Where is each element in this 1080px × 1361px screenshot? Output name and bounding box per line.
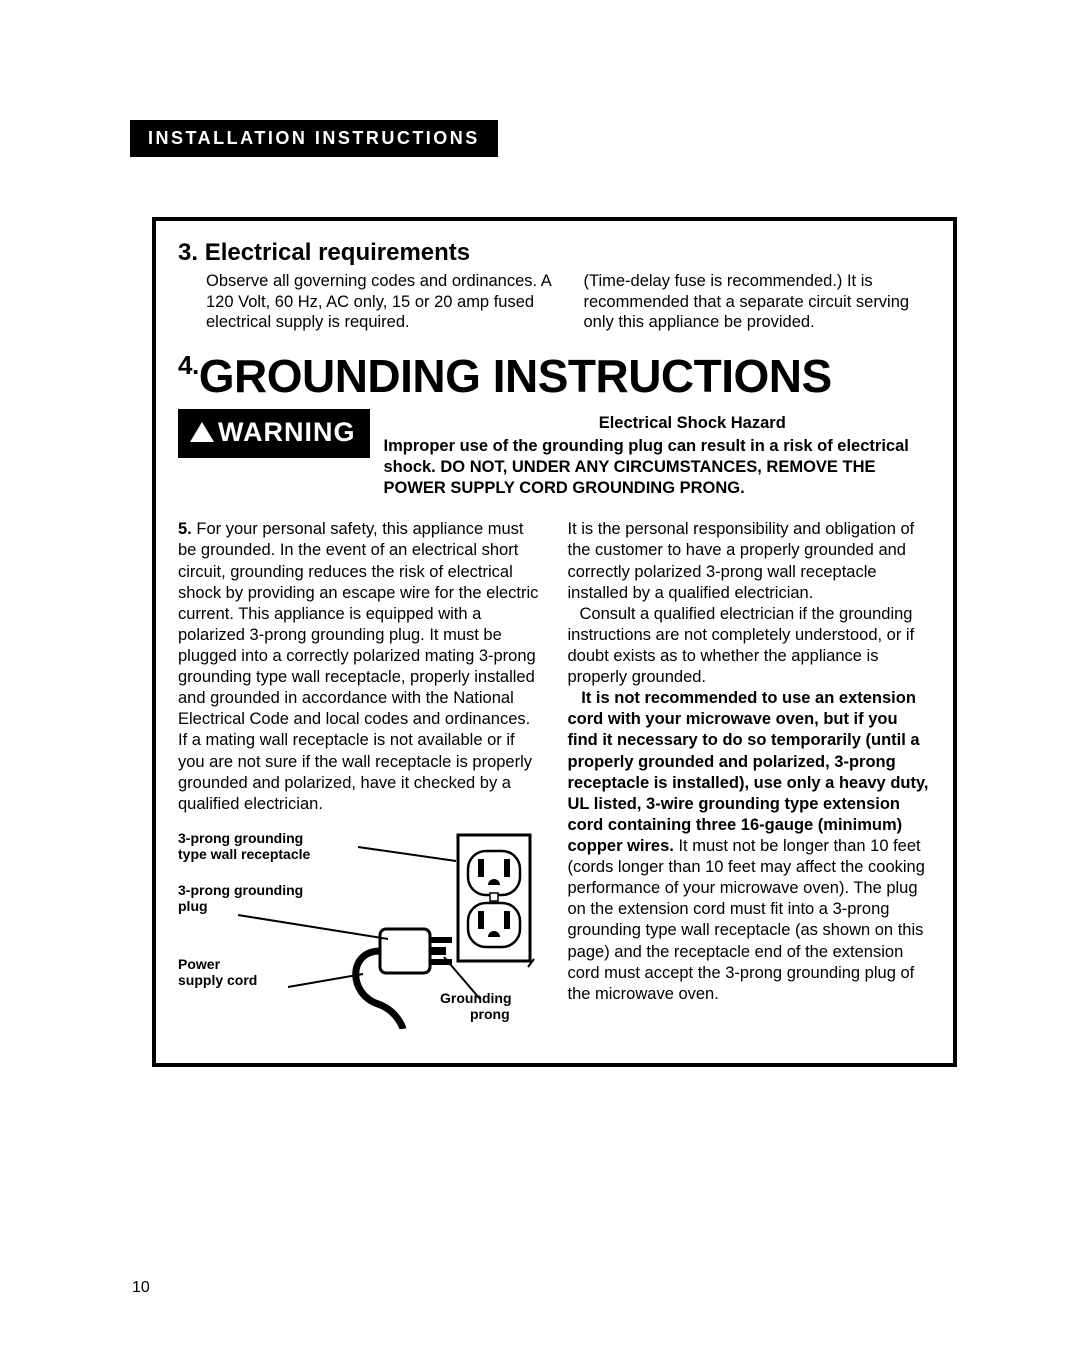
section-4-title: 4.GROUNDING INSTRUCTIONS	[178, 349, 931, 403]
warning-body-text: Improper use of the grounding plug can r…	[384, 437, 909, 497]
section-3-title: 3. Electrical requirements	[178, 239, 931, 267]
section-3-number: 3.	[178, 239, 198, 266]
diagram-label-prong: Grounding prong	[440, 990, 515, 1022]
section-4-number: 4.	[178, 350, 199, 380]
diagram-label-plug: 3-prong grounding plug	[178, 882, 307, 914]
plug-diagram-svg: 3-prong grounding type wall receptacle 3…	[178, 829, 538, 1029]
warning-label-text: WARNING	[218, 417, 356, 448]
content-box: 3. Electrical requirements Observe all g…	[152, 217, 957, 1067]
section-header-bar: INSTALLATION INSTRUCTIONS	[130, 120, 498, 157]
section-3-right-text: (Time-delay fuse is recommended.) It is …	[584, 271, 932, 333]
section-5-left-body: For your personal safety, this appliance…	[178, 520, 538, 812]
warning-body: Electrical Shock Hazard Improper use of …	[384, 409, 932, 499]
plug-diagram: 3-prong grounding type wall receptacle 3…	[178, 829, 542, 1035]
section-5-right-tail: It must not be longer than 10 feet (cord…	[568, 837, 925, 1003]
section-5-right-column: It is the personal responsibility and ob…	[568, 519, 932, 1035]
section-5-number: 5.	[178, 520, 192, 538]
section-3-heading: Electrical requirements	[205, 239, 470, 266]
section-3-left-text: Observe all governing codes and ordinanc…	[206, 271, 554, 333]
warning-triangle-icon	[190, 422, 214, 442]
section-5-left-text: 5. For your personal safety, this applia…	[178, 519, 542, 815]
warning-hazard-heading: Electrical Shock Hazard	[454, 413, 932, 434]
section-5-left-column: 5. For your personal safety, this applia…	[178, 519, 542, 1035]
section-5-right-p2: Consult a qualified electrician if the g…	[568, 604, 932, 688]
warning-label-box: WARNING	[178, 409, 370, 458]
warning-row: WARNING Electrical Shock Hazard Improper…	[178, 409, 931, 499]
section-4-heading: GROUNDING INSTRUCTIONS	[199, 350, 832, 402]
section-5-columns: 5. For your personal safety, this applia…	[178, 519, 931, 1035]
diagram-label-receptacle: 3-prong grounding type wall receptacle	[178, 830, 311, 862]
section-5-right-bold: It is not recommended to use an extensio…	[568, 689, 929, 855]
section-5-right-p1: It is the personal responsibility and ob…	[568, 520, 915, 601]
page-number: 10	[132, 1279, 150, 1297]
diagram-label-cord: Power supply cord	[178, 956, 257, 988]
section-3-columns: Observe all governing codes and ordinanc…	[178, 271, 931, 333]
